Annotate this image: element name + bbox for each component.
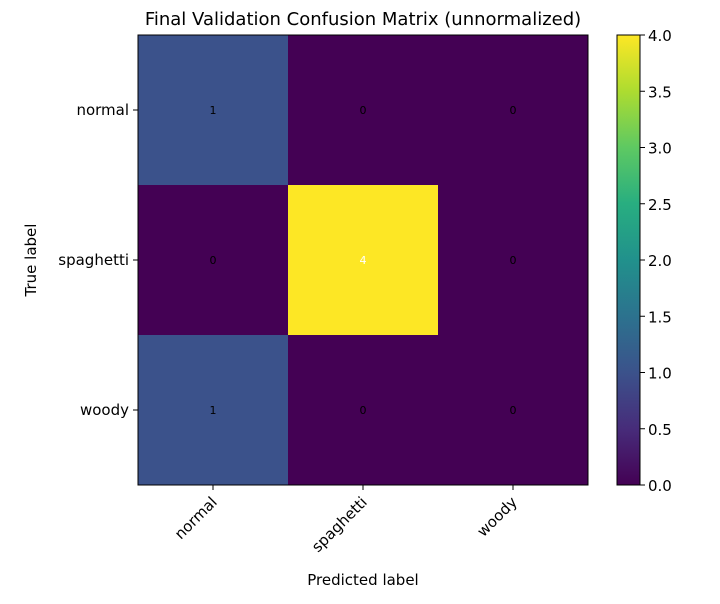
x-axis-ticks: normal spaghetti woody <box>171 485 521 556</box>
y-tick-label: normal <box>76 101 129 119</box>
x-axis-label: Predicted label <box>307 571 418 589</box>
heatmap-cell <box>438 335 588 485</box>
heatmap-cell <box>438 35 588 185</box>
heatmap-cell <box>138 335 288 485</box>
cell-value-label: 1 <box>210 404 217 417</box>
y-axis-ticks: normal spaghetti woody <box>58 101 138 419</box>
colorbar-tick-label: 1.5 <box>648 308 672 326</box>
colorbar-tick-label: 4.0 <box>648 27 672 45</box>
heatmap-cell-labels: 1 0 0 0 4 0 1 0 0 <box>210 104 517 417</box>
heatmap-cell <box>138 185 288 335</box>
heatmap-cell <box>288 185 438 335</box>
cell-value-label: 0 <box>210 254 217 267</box>
chart-title: Final Validation Confusion Matrix (unnor… <box>145 9 581 30</box>
cell-value-label: 0 <box>510 104 517 117</box>
colorbar-tick-label: 2.0 <box>648 252 672 270</box>
heatmap-cell <box>138 35 288 185</box>
colorbar-tick-label: 0.0 <box>648 477 672 495</box>
cell-value-label: 1 <box>210 104 217 117</box>
colorbar-ticks: 0.0 0.5 1.0 1.5 2.0 2.5 3.0 3.5 4.0 <box>640 27 672 495</box>
colorbar-tick-label: 3.0 <box>648 140 672 158</box>
colorbar-tick-label: 0.5 <box>648 421 672 439</box>
colorbar <box>616 34 641 486</box>
colorbar-tick-label: 3.5 <box>648 83 672 101</box>
y-tick-label: spaghetti <box>58 251 129 269</box>
heatmap-cell <box>288 335 438 485</box>
heatmap-cell <box>438 185 588 335</box>
heatmap-cell <box>288 35 438 185</box>
x-tick-label: spaghetti <box>308 493 371 556</box>
cell-value-label: 0 <box>510 404 517 417</box>
y-tick-label: woody <box>80 401 129 419</box>
cell-value-label: 4 <box>360 254 367 267</box>
colorbar-tick-label: 1.0 <box>648 365 672 383</box>
cell-value-label: 0 <box>510 254 517 267</box>
cell-value-label: 0 <box>360 104 367 117</box>
heatmap-cells <box>138 35 588 485</box>
x-tick-label: woody <box>473 493 520 540</box>
cell-value-label: 0 <box>360 404 367 417</box>
x-tick-label: normal <box>171 493 221 543</box>
colorbar-tick-label: 2.5 <box>648 196 672 214</box>
y-axis-label: True label <box>22 224 40 298</box>
